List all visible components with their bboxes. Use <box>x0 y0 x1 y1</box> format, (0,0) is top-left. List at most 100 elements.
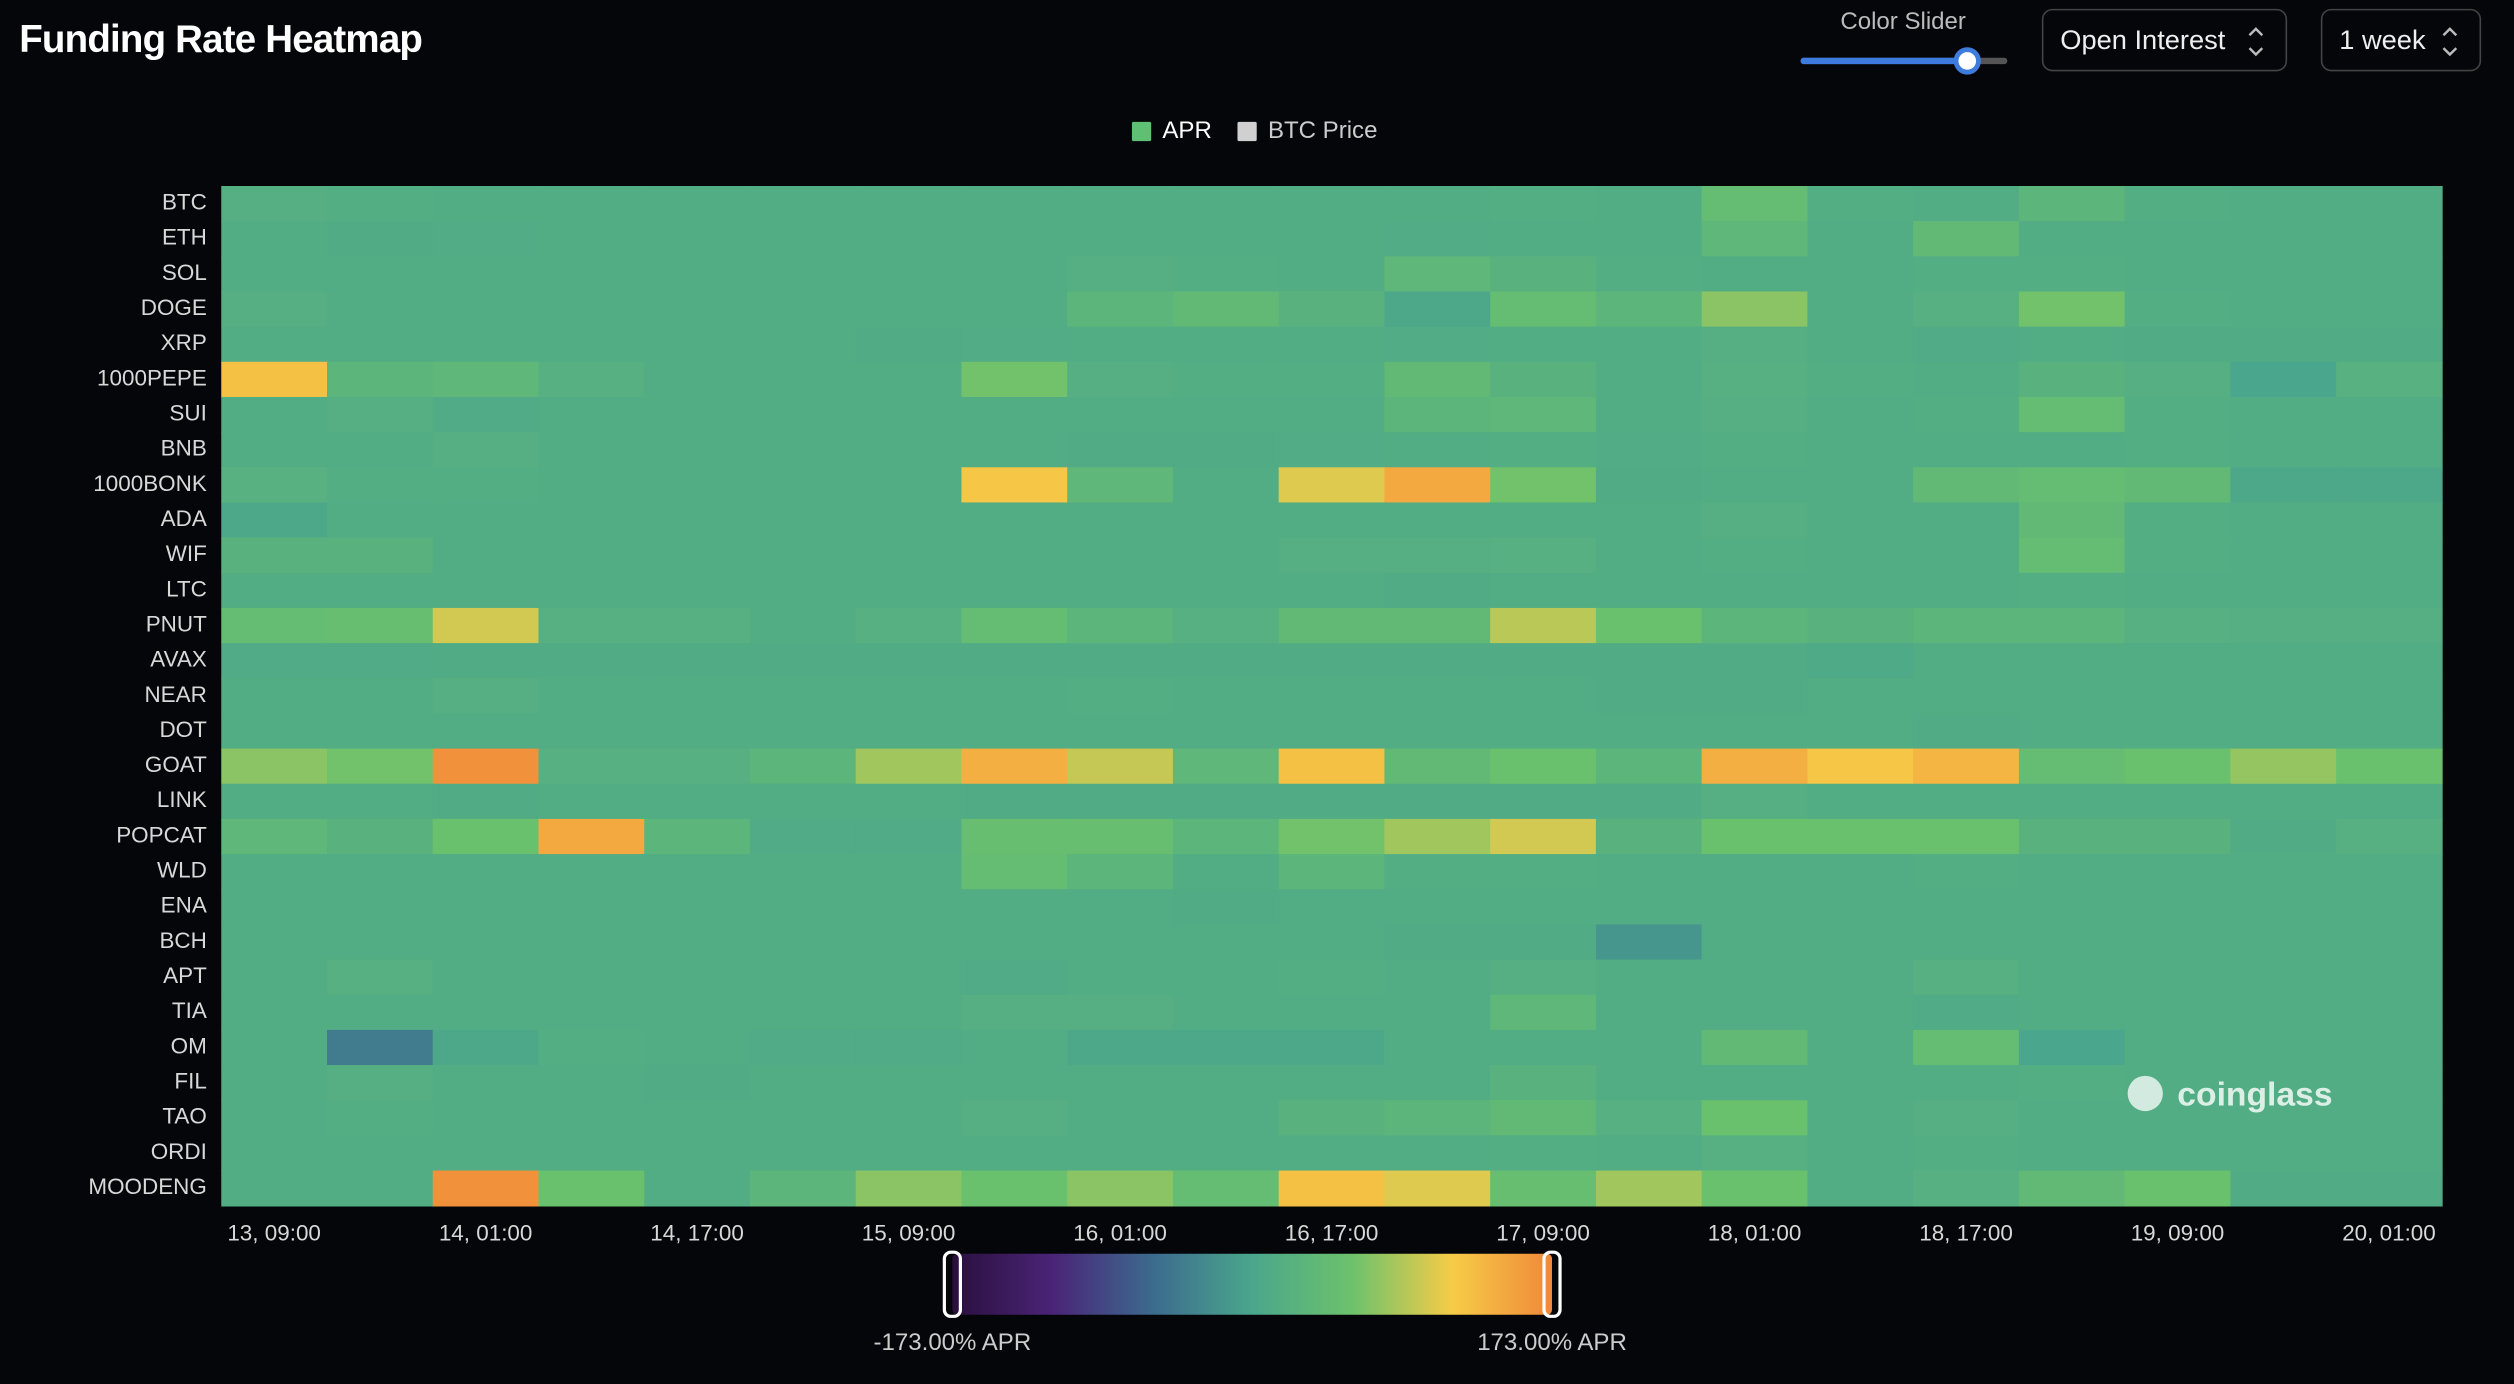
cell <box>1172 713 1280 750</box>
cell <box>538 1029 646 1066</box>
y-tick-label: BTC <box>162 189 207 214</box>
cell <box>1701 748 1809 785</box>
cell <box>1595 1100 1703 1137</box>
cell <box>2336 994 2443 1031</box>
select-box[interactable] <box>2041 8 2288 72</box>
cell <box>2336 185 2443 222</box>
cell <box>2336 502 2443 539</box>
cell <box>1490 713 1597 750</box>
colorbar-handle[interactable] <box>1542 1250 1562 1318</box>
cell <box>644 432 751 469</box>
cell <box>644 854 751 891</box>
legend-swatch[interactable] <box>1131 121 1152 142</box>
cell <box>749 572 857 609</box>
cell <box>1490 924 1597 961</box>
cell <box>1595 432 1703 469</box>
cell <box>855 467 963 504</box>
legend-label[interactable]: APR <box>1162 117 1211 144</box>
cell <box>1384 713 1491 750</box>
cell <box>432 643 540 680</box>
cell <box>2336 467 2443 504</box>
cell <box>2230 994 2337 1031</box>
cell <box>2018 185 2126 222</box>
cell <box>327 959 434 996</box>
colorbar-handle[interactable] <box>942 1250 962 1318</box>
cell <box>855 396 963 433</box>
cell <box>2124 818 2232 855</box>
cell <box>1595 783 1703 820</box>
cell <box>1595 467 1703 504</box>
cell <box>1913 783 2020 820</box>
cell <box>1384 924 1491 961</box>
cell <box>2018 713 2126 750</box>
y-tick-label: ORDI <box>151 1139 207 1164</box>
cell <box>1067 607 1174 644</box>
cell <box>538 1135 646 1172</box>
cell <box>1490 889 1597 926</box>
cell <box>327 643 434 680</box>
select-box[interactable] <box>2320 8 2482 72</box>
cell <box>961 537 1068 574</box>
cell <box>961 502 1068 539</box>
cell <box>1384 889 1491 926</box>
cell <box>2230 326 2337 363</box>
cell <box>1067 432 1174 469</box>
cell <box>749 291 857 328</box>
cell <box>1384 361 1491 398</box>
cell <box>1278 1100 1386 1137</box>
color-slider[interactable] <box>1800 47 2008 75</box>
cell <box>2124 748 2232 785</box>
cell <box>1807 783 1914 820</box>
cell <box>1172 1065 1280 1102</box>
legend-label[interactable]: BTC Price <box>1268 117 1378 144</box>
cell <box>432 818 540 855</box>
cell <box>327 1100 434 1137</box>
colorbar <box>952 1253 1553 1315</box>
cell <box>1913 502 2020 539</box>
cell <box>1278 432 1386 469</box>
cell <box>1490 467 1597 504</box>
cell <box>644 748 751 785</box>
cell <box>1067 1135 1174 1172</box>
cell <box>749 889 857 926</box>
y-tick-label: BNB <box>161 436 207 461</box>
cell <box>749 432 857 469</box>
cell <box>2124 256 2232 293</box>
cell <box>538 643 646 680</box>
period-select[interactable]: 1 week <box>2320 8 2482 72</box>
cell <box>1595 889 1703 926</box>
cell <box>2336 818 2443 855</box>
cell <box>538 221 646 258</box>
cell <box>1701 221 1809 258</box>
cell <box>1278 924 1386 961</box>
cell <box>2124 713 2232 750</box>
cell <box>2018 959 2126 996</box>
chart-title: Funding Rate Heatmap <box>19 18 422 61</box>
cell <box>1067 713 1174 750</box>
cell <box>327 818 434 855</box>
y-tick-label: POPCAT <box>116 822 207 847</box>
cell <box>1490 854 1597 891</box>
cell <box>1384 326 1491 363</box>
cell <box>2018 854 2126 891</box>
cell <box>1913 326 2020 363</box>
legend-swatch[interactable] <box>1237 121 1257 142</box>
slider-knob[interactable] <box>1953 47 1981 75</box>
cell <box>1490 1029 1597 1066</box>
metric-select[interactable]: Open Interest <box>2041 8 2288 72</box>
cell <box>1913 185 2020 222</box>
cell <box>961 291 1068 328</box>
cell <box>432 994 540 1031</box>
cell <box>538 959 646 996</box>
cell <box>327 854 434 891</box>
cell <box>2230 467 2337 504</box>
cell <box>855 607 963 644</box>
cell <box>432 326 540 363</box>
cell <box>1701 783 1809 820</box>
cell <box>327 185 434 222</box>
cell <box>2018 467 2126 504</box>
cell <box>1913 678 2020 715</box>
cell <box>749 818 857 855</box>
cell <box>432 854 540 891</box>
cell <box>221 256 328 293</box>
